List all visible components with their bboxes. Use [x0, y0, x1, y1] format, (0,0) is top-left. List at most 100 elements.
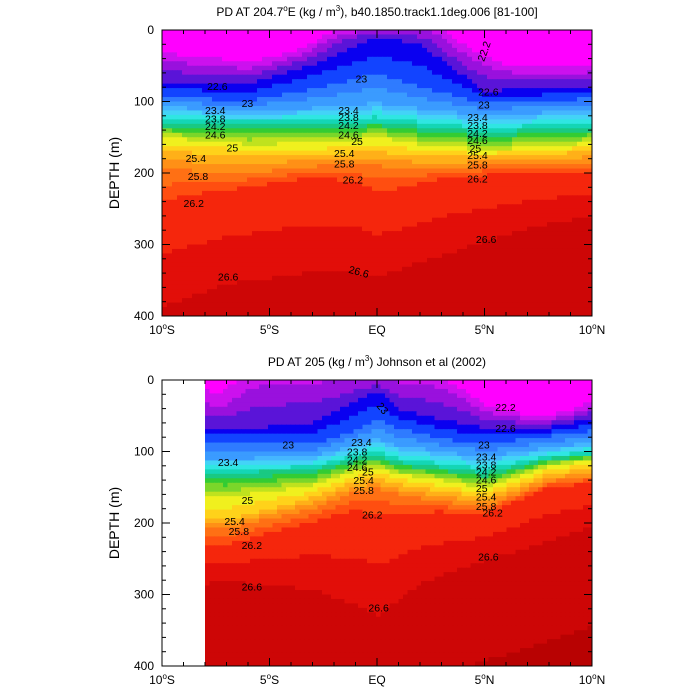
contour-fill-cell: [457, 217, 463, 223]
contour-fill-cell: [192, 47, 198, 53]
contour-fill-cell: [467, 43, 473, 49]
contour-fill-cell: [177, 289, 183, 295]
contour-fill-cell: [327, 38, 333, 45]
contour-fill-cell: [542, 204, 548, 210]
contour-fill-cell: [422, 110, 428, 116]
contour-fill-cell: [412, 213, 418, 219]
contour-fill-cell: [272, 92, 278, 98]
contour-fill-cell: [207, 217, 213, 223]
contour-fill-cell: [477, 204, 483, 210]
contour-fill-cell: [187, 119, 193, 125]
contour-fill-cell: [367, 110, 373, 116]
contour-fill-cell: [577, 128, 583, 134]
contour-fill-cell: [547, 159, 553, 165]
contour-fill-cell: [267, 186, 273, 192]
contour-fill-cell: [477, 186, 483, 192]
contour-fill-cell: [192, 92, 198, 98]
contour-fill-cell: [457, 79, 463, 85]
contour-fill-cell: [162, 79, 168, 85]
contour-fill-cell: [502, 284, 508, 290]
contour-fill-cell: [337, 213, 343, 219]
contour-fill-cell: [357, 114, 363, 120]
contour-fill-cell: [492, 123, 498, 129]
contour-fill-cell: [497, 146, 503, 152]
contour-fill-cell: [417, 186, 423, 192]
contour-fill-cell: [202, 262, 208, 268]
contour-fill-cell: [182, 114, 188, 120]
contour-fill-cell: [397, 88, 403, 94]
contour-fill-cell: [292, 79, 298, 85]
contour-fill-cell: [352, 262, 358, 268]
contour-fill-cell: [177, 181, 183, 188]
contour-fill-cell: [517, 284, 523, 290]
contour-fill-cell: [287, 70, 293, 76]
contour-fill-cell: [512, 105, 518, 112]
contour-fill-cell: [337, 65, 343, 71]
contour-fill-cell: [167, 173, 173, 179]
contour-fill-cell: [442, 30, 448, 36]
contour-fill-cell: [397, 244, 403, 250]
contour-fill-cell: [287, 30, 293, 36]
contour-fill-cell: [472, 61, 478, 67]
contour-fill-cell: [402, 92, 408, 98]
contour-fill-cell: [472, 92, 478, 98]
contour-fill-cell: [212, 128, 218, 134]
contour-fill-cell: [317, 119, 323, 125]
contour-fill-cell: [547, 56, 553, 62]
contour-fill-cell: [497, 38, 503, 45]
contour-fill-cell: [557, 244, 563, 250]
contour-fill-cell: [492, 83, 498, 89]
contour-fill-cell: [307, 262, 313, 268]
contour-fill-cell: [427, 114, 433, 120]
contour-fill-cell: [342, 52, 348, 58]
contour-fill-cell: [287, 119, 293, 125]
contour-fill-cell: [557, 52, 563, 58]
contour-fill-cell: [267, 195, 273, 201]
contour-fill-cell: [462, 132, 468, 138]
contour-fill-cell: [172, 70, 178, 76]
contour-fill-cell: [372, 141, 378, 147]
contour-fill-cell: [352, 284, 358, 290]
contour-fill-cell: [212, 65, 218, 71]
contour-fill-cell: [312, 262, 318, 268]
contour-fill-cell: [192, 204, 198, 210]
contour-fill-cell: [267, 150, 273, 156]
contour-fill-cell: [572, 105, 578, 112]
contour-fill-cell: [377, 38, 383, 45]
contour-fill-cell: [587, 97, 592, 103]
contour-fill-cell: [187, 43, 193, 49]
contour-fill-cell: [577, 231, 583, 237]
contour-fill-cell: [172, 83, 178, 89]
contour-fill-cell: [172, 52, 178, 58]
contour-fill-cell: [467, 190, 473, 196]
contour-fill-cell: [187, 262, 193, 268]
contour-fill-cell: [567, 262, 573, 268]
contour-fill-cell: [552, 141, 558, 147]
contour-fill-cell: [442, 110, 448, 116]
contour-fill-cell: [532, 235, 538, 241]
contour-fill-cell: [317, 168, 323, 174]
contour-fill-cell: [242, 195, 248, 201]
contour-fill-cell: [502, 226, 508, 232]
contour-fill-cell: [422, 47, 428, 53]
contour-fill-cell: [242, 141, 248, 147]
contour-fill-cell: [237, 61, 243, 67]
contour-fill-cell: [212, 248, 218, 255]
contour-fill-cell: [397, 186, 403, 192]
contour-fill-cell: [367, 74, 373, 80]
contour-fill-cell: [237, 173, 243, 179]
contour-fill-cell: [272, 253, 278, 259]
contour-fill-cell: [352, 199, 358, 205]
contour-fill-cell: [512, 52, 518, 58]
contour-fill-cell: [552, 88, 558, 94]
contour-fill-cell: [347, 280, 353, 286]
contour-fill-cell: [427, 74, 433, 80]
contour-fill-cell: [297, 159, 303, 165]
contour-fill-cell: [297, 208, 303, 214]
contour-fill-cell: [557, 253, 563, 259]
contour-fill-cell: [242, 74, 248, 80]
contour-fill-cell: [327, 240, 333, 246]
contour-fill-cell: [167, 97, 173, 103]
contour-fill-cell: [372, 204, 378, 210]
contour-fill-cell: [297, 43, 303, 49]
